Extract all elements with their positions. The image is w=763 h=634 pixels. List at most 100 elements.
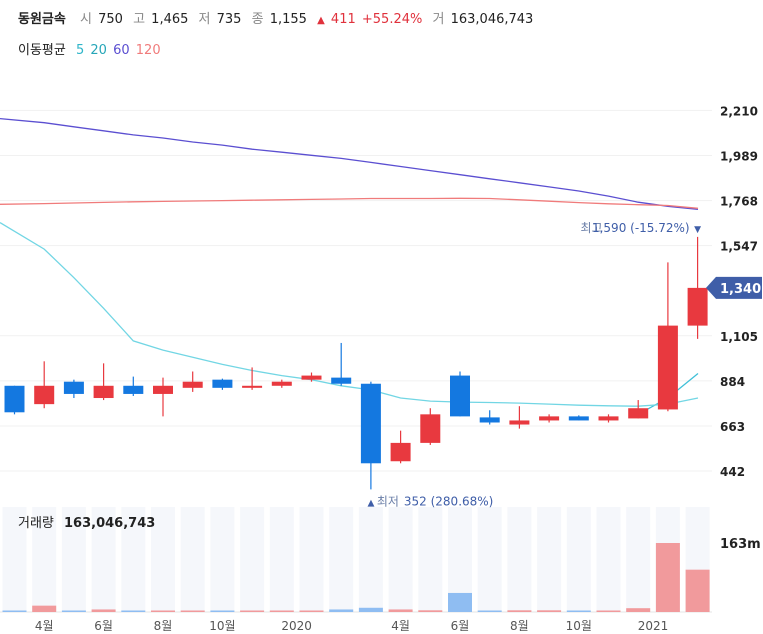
volume-bar bbox=[448, 592, 472, 612]
x-tick-label: 4월 bbox=[35, 619, 54, 633]
low-annotation-prefix: 최저 bbox=[377, 494, 399, 508]
ma-60-legend[interactable]: 60 bbox=[113, 43, 130, 58]
candle-body bbox=[93, 385, 114, 399]
candle bbox=[390, 430, 411, 464]
candle bbox=[123, 376, 144, 396]
x-tick-label: 8월 bbox=[154, 619, 173, 633]
candle-body bbox=[598, 416, 619, 421]
high-marker-icon: ▼ bbox=[694, 225, 701, 235]
volume-bar bbox=[329, 609, 354, 612]
candle bbox=[360, 381, 381, 490]
candle bbox=[63, 379, 84, 399]
x-tick-label: 4월 bbox=[391, 619, 410, 633]
candle-body bbox=[479, 417, 500, 423]
y-tick-label: 663 bbox=[720, 420, 745, 434]
volume-bar bbox=[626, 608, 651, 612]
candle bbox=[568, 415, 589, 421]
candle bbox=[509, 406, 530, 429]
x-tick-label: 10월 bbox=[209, 619, 235, 633]
candle bbox=[301, 372, 322, 382]
x-tick-label: 2021 bbox=[638, 619, 669, 633]
volume-bar bbox=[566, 610, 591, 612]
candle-body bbox=[4, 385, 25, 413]
volume-column bbox=[477, 507, 502, 612]
candle bbox=[479, 410, 500, 425]
volume-column bbox=[151, 507, 175, 612]
candle bbox=[242, 367, 263, 390]
x-tick-label: 6월 bbox=[94, 619, 113, 633]
candle bbox=[598, 414, 619, 423]
candle-body bbox=[301, 375, 322, 380]
volume-column bbox=[388, 507, 413, 612]
change-arrow-icon: ▲ bbox=[317, 15, 325, 26]
volume-column bbox=[32, 507, 57, 612]
x-tick-label: 10월 bbox=[566, 619, 592, 633]
volume-axis-tick: 163m bbox=[720, 537, 761, 552]
ma-60-line bbox=[0, 117, 699, 211]
volume-bar bbox=[121, 610, 146, 612]
ma-20-legend[interactable]: 20 bbox=[90, 43, 107, 58]
candle-body bbox=[568, 416, 589, 421]
volume-bar bbox=[537, 610, 562, 612]
volume-panel-label: 거래량 bbox=[18, 516, 54, 531]
candle-body bbox=[420, 414, 441, 443]
volume-background-columns bbox=[0, 507, 712, 613]
y-tick-label: 884 bbox=[720, 375, 745, 389]
volume-bar bbox=[388, 609, 413, 612]
volume-column bbox=[596, 507, 621, 612]
candle-body bbox=[212, 379, 233, 388]
volume-bar bbox=[240, 610, 265, 612]
candle bbox=[34, 361, 55, 409]
volume-bar bbox=[32, 605, 57, 612]
volume-column bbox=[91, 507, 116, 612]
volume-bar bbox=[299, 610, 324, 612]
ma-label: 이동평균 bbox=[18, 43, 66, 58]
volume-column bbox=[121, 507, 146, 612]
moving-average-legend: 이동평균 5 20 60 120 bbox=[18, 39, 163, 58]
ma-5-legend[interactable]: 5 bbox=[75, 43, 85, 58]
candle bbox=[93, 363, 114, 401]
volume-bar bbox=[2, 610, 27, 612]
candle-body bbox=[687, 287, 708, 326]
current-price-badge bbox=[706, 276, 762, 299]
volume-bar bbox=[358, 607, 383, 612]
volume-bar bbox=[655, 543, 680, 612]
candle bbox=[153, 377, 173, 417]
y-tick-label: 1,768 bbox=[720, 195, 758, 209]
candle-body bbox=[390, 442, 411, 462]
y-tick-label: 1,105 bbox=[720, 330, 758, 344]
stock-name: 동원금속 bbox=[18, 12, 66, 27]
date-axis: 4월 6월 8월 10월 2020 4월 6월 8월 10월 2021 bbox=[35, 619, 668, 633]
candle bbox=[271, 379, 292, 388]
volume-bar bbox=[151, 610, 175, 612]
moving-average-lines bbox=[0, 117, 699, 415]
ohlc-summary: 동원금속 시 750 고 1,465 저 735 종 1,155 ▲ 411 +… bbox=[18, 8, 539, 27]
volume-column bbox=[299, 507, 324, 612]
candle bbox=[628, 400, 649, 419]
ma-120-legend[interactable]: 120 bbox=[135, 43, 161, 58]
ma-20-line bbox=[0, 222, 699, 407]
low-value: 735 bbox=[216, 12, 242, 27]
open-label: 시 bbox=[79, 12, 92, 27]
volume-column bbox=[626, 507, 651, 612]
y-tick-label: 2,210 bbox=[720, 104, 758, 118]
volume-column bbox=[418, 507, 443, 612]
y-tick-label: 442 bbox=[720, 465, 745, 479]
candle-body bbox=[271, 381, 292, 386]
close-label: 종 bbox=[251, 12, 264, 27]
candle-body bbox=[123, 385, 144, 394]
volume-panel-value: 163,046,743 bbox=[64, 516, 155, 531]
candle bbox=[450, 371, 470, 417]
low-annotation-value: 352 (280.68%) bbox=[404, 494, 493, 508]
volume-bar bbox=[269, 610, 294, 612]
change-percent: +55.24% bbox=[361, 12, 423, 27]
high-annotation-value: 1,590 (-15.72%) bbox=[592, 221, 690, 235]
candle bbox=[687, 236, 708, 339]
candle bbox=[331, 342, 352, 386]
current-price-label: 1,340 bbox=[720, 282, 761, 297]
candle-body bbox=[450, 375, 470, 417]
volume-column bbox=[61, 507, 86, 612]
volume-bar bbox=[507, 610, 532, 612]
volume-value: 163,046,743 bbox=[450, 12, 534, 27]
